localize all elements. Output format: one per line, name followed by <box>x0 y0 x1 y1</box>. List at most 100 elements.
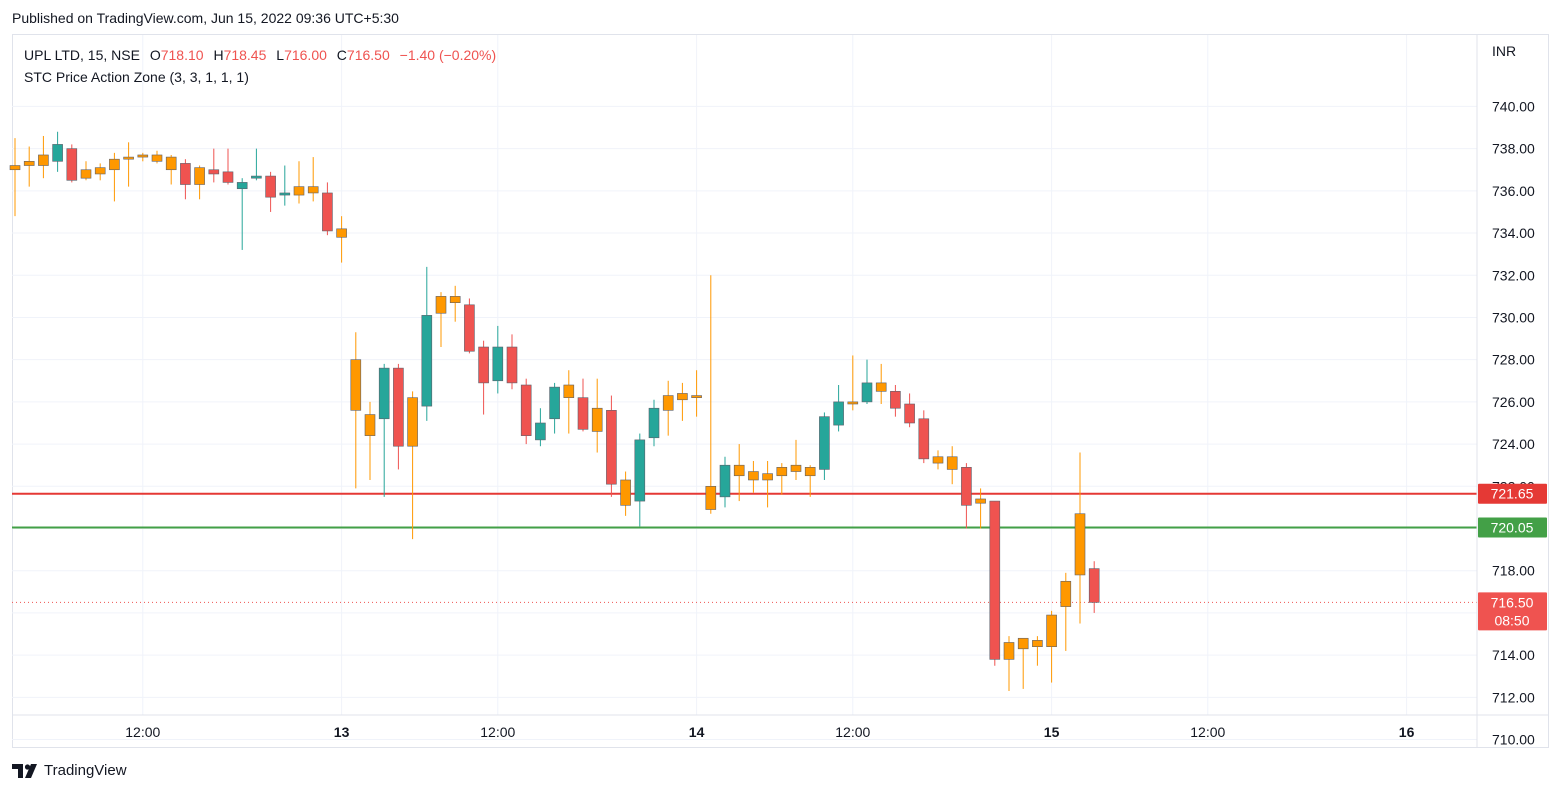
chart-legend: UPL LTD, 15, NSE O718.10 H718.45 L716.00… <box>24 44 496 88</box>
countdown-label: 08:50 <box>1494 612 1529 628</box>
candle-body <box>1032 640 1043 647</box>
candle <box>804 465 816 497</box>
candle-body <box>109 158 120 171</box>
candle <box>620 471 631 516</box>
candle <box>549 382 560 434</box>
candle <box>350 332 362 489</box>
candle-body <box>449 296 461 303</box>
indicator-label[interactable]: STC Price Action Zone (3, 3, 1, 1, 1) <box>24 69 249 85</box>
candle <box>421 266 433 421</box>
candle-body <box>705 486 717 510</box>
tradingview-logo-icon <box>12 763 37 778</box>
candle <box>393 363 404 470</box>
candle <box>918 410 930 464</box>
candle <box>577 378 589 432</box>
y-tick-label: 728.00 <box>1492 352 1535 368</box>
candle <box>520 378 532 445</box>
candle-body <box>165 156 177 171</box>
candle-body <box>393 367 404 447</box>
candle <box>563 370 575 434</box>
candle <box>464 298 475 354</box>
candle-body <box>776 467 788 477</box>
y-tick-label: 736.00 <box>1492 183 1535 199</box>
candle-body <box>691 395 702 398</box>
x-tick-label: 12:00 <box>480 724 515 740</box>
legend-ohlc-row: UPL LTD, 15, NSE O718.10 H718.45 L716.00… <box>24 44 496 66</box>
candle-body <box>591 407 603 432</box>
candle-body <box>833 401 844 426</box>
candle-body <box>549 386 560 420</box>
candle <box>279 165 291 206</box>
candle <box>109 152 120 202</box>
candle <box>151 150 163 164</box>
candles[interactable] <box>9 131 1100 692</box>
candle <box>733 444 745 502</box>
level-label-lower: 720.05 <box>1491 519 1534 535</box>
candle-body <box>236 182 248 190</box>
candle-body <box>180 163 191 185</box>
low-key: L <box>276 47 285 63</box>
candle-body <box>861 382 873 403</box>
candle <box>819 412 830 480</box>
candle-body <box>535 422 546 441</box>
candle <box>165 154 177 185</box>
candle-body <box>350 359 362 411</box>
candle-body <box>151 154 163 162</box>
candle <box>80 161 92 181</box>
candle <box>833 385 844 432</box>
candle-body <box>648 407 660 439</box>
candle <box>52 131 63 172</box>
high-value: 718.45 <box>223 47 267 63</box>
candle-body <box>1017 637 1029 650</box>
candle <box>946 446 958 485</box>
candle-body <box>790 464 802 472</box>
candle-body <box>208 169 220 175</box>
candle-body <box>748 471 759 481</box>
candle-body <box>733 464 745 477</box>
y-tick-label: 738.00 <box>1492 141 1535 157</box>
time-axis[interactable]: 12:00 13 12:00 14 12:00 15 12:00 16 <box>12 714 1549 740</box>
symbol-label[interactable]: UPL LTD, 15, NSE <box>24 47 140 63</box>
candle <box>265 171 276 212</box>
candle-body <box>1003 642 1015 660</box>
candle <box>719 456 731 508</box>
high-key: H <box>213 47 224 63</box>
change-value: −1.40 (−0.20%) <box>399 47 497 63</box>
y-tick-label: 712.00 <box>1492 689 1535 705</box>
y-tick-label: 718.00 <box>1492 563 1535 579</box>
chart-frame[interactable] <box>12 34 1549 748</box>
candle-body <box>918 418 930 460</box>
candle-body <box>819 416 830 470</box>
y-tick-label: 710.00 <box>1492 732 1535 748</box>
candle <box>1046 610 1057 683</box>
candle <box>961 463 972 529</box>
candle-body <box>932 456 944 464</box>
open-key: O <box>149 47 161 63</box>
candle-body <box>890 391 901 409</box>
candle-body <box>378 367 390 420</box>
candle-body <box>563 384 575 398</box>
candle <box>378 363 390 497</box>
candle-body <box>251 175 262 179</box>
candle <box>1060 572 1072 651</box>
x-tick-label: 12:00 <box>125 724 160 740</box>
y-tick-label: 730.00 <box>1492 309 1535 325</box>
candle-body <box>1046 614 1057 647</box>
candle <box>492 325 504 394</box>
footer-brand[interactable]: TradingView <box>12 762 127 779</box>
candle-body <box>336 228 347 238</box>
candle <box>932 450 944 470</box>
candle <box>606 395 617 497</box>
candle-body <box>293 186 305 196</box>
candle <box>762 460 773 508</box>
candle-body <box>307 186 319 194</box>
candle <box>66 144 78 183</box>
y-tick-label: 724.00 <box>1492 436 1535 452</box>
candle <box>180 159 191 200</box>
price-axis[interactable]: 710.00712.00714.00716.00718.00720.00722.… <box>1476 35 1547 748</box>
candle <box>535 408 546 447</box>
candle <box>1003 636 1015 692</box>
level-badge-lower <box>1478 517 1547 538</box>
candle <box>449 285 461 322</box>
